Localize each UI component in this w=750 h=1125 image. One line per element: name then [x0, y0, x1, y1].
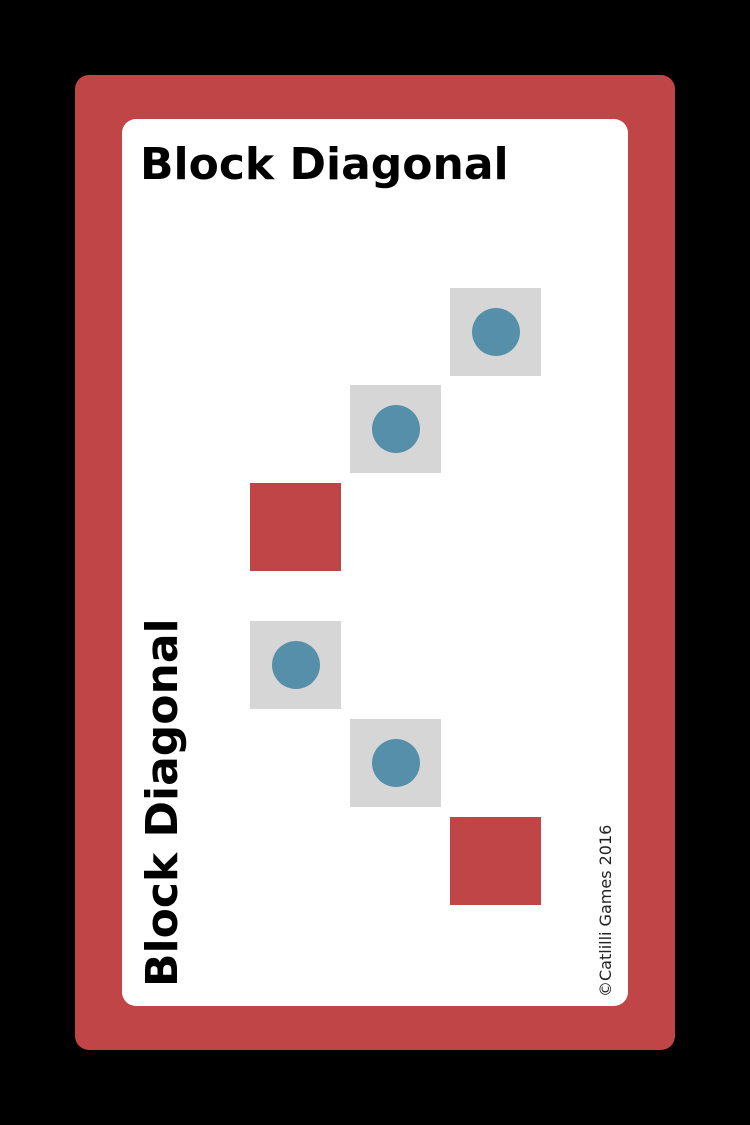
card-title-rotated: Block Diagonal — [137, 618, 188, 987]
blocked-tile-lower-right — [450, 817, 541, 905]
card-face: Block Diagonal Block Diagonal ©Catlilli … — [122, 119, 628, 1006]
empty-tile-lower-left — [250, 621, 341, 709]
empty-tile-upper-middle — [350, 385, 441, 473]
empty-tile-upper-right — [450, 288, 541, 376]
blue-circle-piece-icon — [472, 308, 520, 356]
game-card[interactable]: Block Diagonal Block Diagonal ©Catlilli … — [75, 75, 675, 1050]
card-title: Block Diagonal — [140, 139, 509, 190]
blue-circle-piece-icon — [372, 739, 420, 787]
blue-circle-piece-icon — [272, 641, 320, 689]
blue-circle-piece-icon — [372, 405, 420, 453]
empty-tile-lower-middle — [350, 719, 441, 807]
blocked-tile-upper-left — [250, 483, 341, 571]
copyright-text: ©Catlilli Games 2016 — [596, 824, 615, 997]
